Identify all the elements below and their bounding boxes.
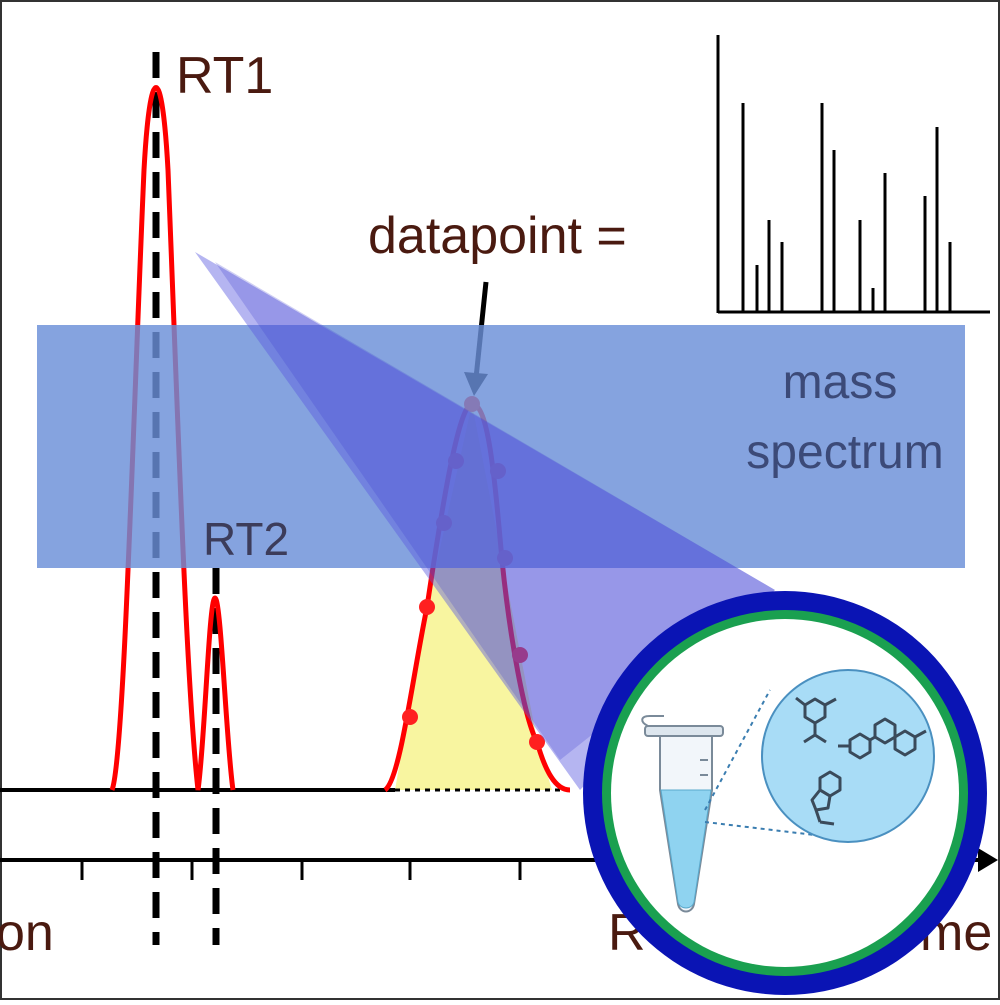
molecule-bubble <box>761 669 935 843</box>
time-axis-arrowhead <box>978 848 998 872</box>
sample-inset <box>583 591 987 995</box>
projection-wedge-inner <box>215 262 775 760</box>
mass-spectrum-plot <box>716 35 990 314</box>
rt2-label: RT2 <box>203 513 289 565</box>
datapoint-label: datapoint = <box>368 207 627 265</box>
microcentrifuge-tube-icon <box>641 715 724 913</box>
mass-spectrum-label-line1: mass <box>783 356 898 409</box>
datapoint <box>512 647 528 663</box>
peak-area-fill <box>395 404 552 790</box>
mass-spectrum-label-line2: spectrum <box>746 426 943 479</box>
datapoint <box>402 709 418 725</box>
datapoint <box>529 734 545 750</box>
rt1-label: RT1 <box>176 47 273 105</box>
datapoint <box>419 599 435 615</box>
molecules-icon <box>795 696 927 826</box>
mass-spectrum-band <box>37 325 965 568</box>
projection-wedge-large <box>195 252 775 790</box>
x-axis-label-left-fragment: on <box>0 904 54 962</box>
zoom-line-top <box>704 689 771 811</box>
